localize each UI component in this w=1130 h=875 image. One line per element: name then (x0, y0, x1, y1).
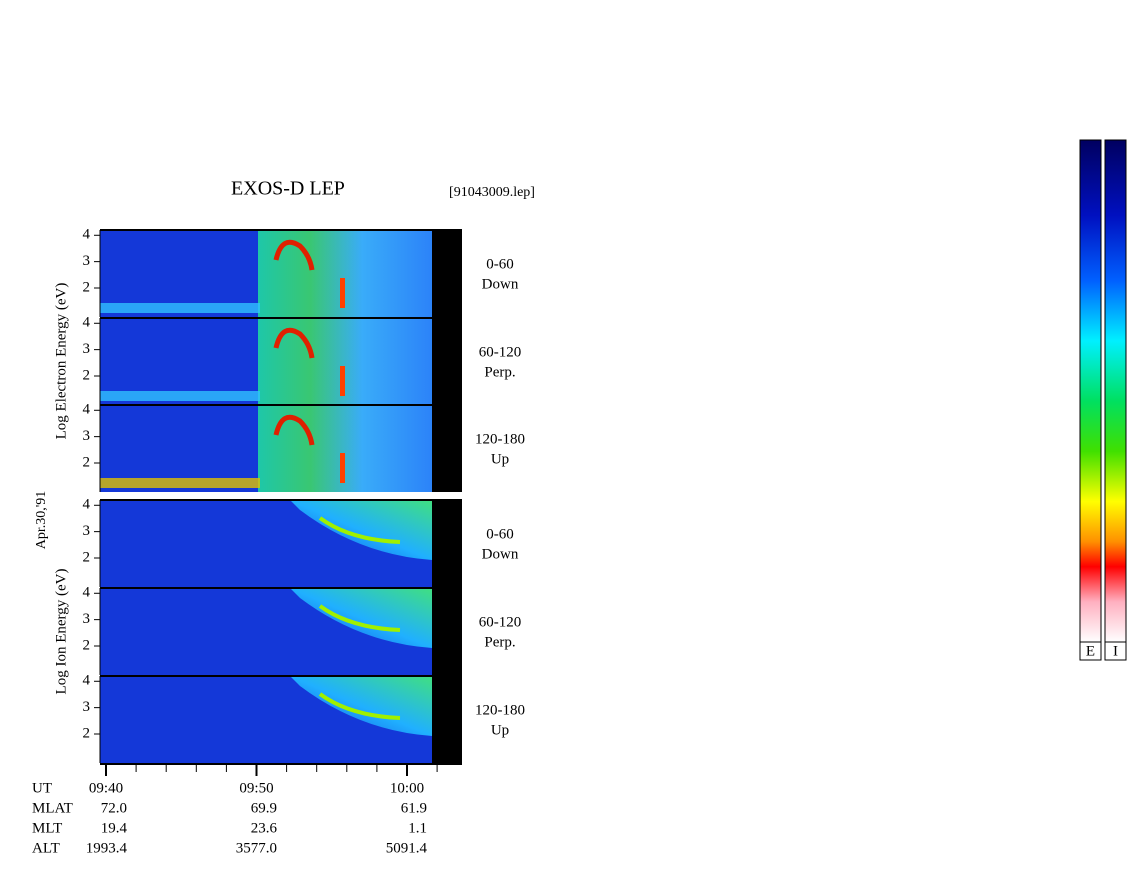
data-gap (432, 318, 462, 405)
channel-direction: Down (482, 276, 519, 292)
channel-direction: Down (482, 546, 519, 562)
row-label: UT (32, 780, 52, 796)
y-tick-label: 2 (83, 549, 91, 565)
y-tick-label: 3 (83, 611, 91, 627)
x-tick-label: 09:50 (239, 780, 273, 796)
row-value: 3577.0 (236, 840, 277, 856)
spectrogram-feature (318, 604, 401, 632)
row-value: 1993.4 (86, 840, 128, 856)
y-tick-label: 4 (83, 585, 91, 601)
channel-direction: Up (491, 722, 509, 738)
spectrogram-region (290, 500, 432, 560)
data-gap (432, 405, 462, 492)
y-tick-label: 4 (83, 497, 91, 513)
row-label: ALT (32, 840, 60, 856)
channel-direction: Perp. (484, 634, 515, 650)
spectrogram-feature (273, 239, 315, 271)
row-value: 19.4 (101, 820, 128, 836)
spectrogram-region (290, 676, 432, 736)
spectrogram-feature (273, 414, 315, 446)
y-tick-label: 4 (83, 315, 91, 331)
colorbar (1079, 139, 1102, 643)
row-value: 69.9 (251, 800, 277, 816)
spectrogram-band (100, 303, 260, 313)
spectrogram-feature (318, 692, 401, 720)
row-label: MLAT (32, 800, 73, 816)
y-tick-label: 2 (83, 725, 91, 741)
y-tick-label: 4 (83, 227, 91, 243)
channel-range: 60-120 (479, 614, 522, 630)
date-label: Apr.30,'91 (34, 491, 49, 550)
row-value: 72.0 (101, 800, 127, 816)
file-name: [91043009.lep] (449, 185, 535, 200)
channel-range: 60-120 (479, 344, 522, 360)
data-gap (432, 500, 462, 587)
x-tick-label: 10:00 (390, 780, 424, 796)
y-tick-label: 2 (83, 637, 91, 653)
row-label: MLT (32, 820, 62, 836)
channel-range: 0-60 (486, 526, 514, 542)
y-tick-label: 3 (83, 341, 91, 357)
colorbar-label-box (1079, 641, 1102, 661)
channel-range: 0-60 (486, 256, 514, 272)
channel-direction: Up (491, 451, 509, 467)
y-tick-label: 3 (83, 699, 91, 715)
channel-range: 120-180 (475, 702, 525, 718)
y-tick-label: 4 (83, 402, 91, 418)
data-gap (432, 676, 462, 763)
group-label: Log Ion Energy (eV) (53, 569, 69, 695)
group-label: Log Electron Energy (eV) (53, 283, 69, 440)
spectrogram-feature (318, 516, 401, 544)
y-tick-label: 2 (83, 279, 91, 295)
spectrogram-feature (340, 278, 345, 308)
y-tick-label: 3 (83, 523, 91, 539)
x-tick-label: 09:40 (89, 780, 123, 796)
y-tick-label: 2 (83, 367, 91, 383)
channel-range: 120-180 (475, 431, 525, 447)
row-value: 1.1 (408, 820, 427, 836)
spectrogram-feature (273, 327, 315, 359)
colorbar (1104, 139, 1127, 643)
colorbar-label: E (1086, 643, 1095, 659)
colorbar-label-box (1104, 641, 1127, 661)
colorbar-label: I (1113, 643, 1118, 659)
spectrogram-band (100, 478, 260, 488)
y-tick-label: 3 (83, 428, 91, 444)
data-gap (432, 230, 462, 317)
row-value: 23.6 (251, 820, 278, 836)
y-tick-label: 2 (83, 454, 91, 470)
channel-direction: Perp. (484, 364, 515, 380)
y-tick-label: 3 (83, 253, 91, 269)
y-tick-label: 4 (83, 673, 91, 689)
spectrogram-band (100, 391, 260, 401)
spectrogram-feature (340, 366, 345, 396)
spectrogram-region (290, 588, 432, 648)
data-gap (432, 588, 462, 675)
row-value: 61.9 (401, 800, 427, 816)
spectrogram-feature (340, 453, 345, 483)
row-value: 5091.4 (386, 840, 428, 856)
title: EXOS-D LEP (231, 178, 345, 200)
